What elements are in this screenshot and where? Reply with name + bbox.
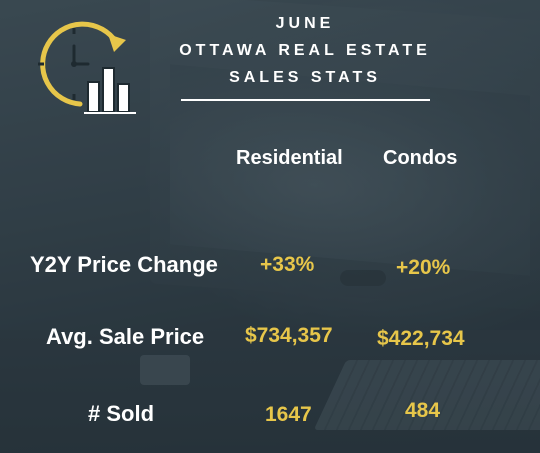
- header-divider: [181, 99, 430, 101]
- row-label-avg-sale-price: Avg. Sale Price: [46, 324, 205, 349]
- header-title: JUNE OTTAWA REAL ESTATE SALES STATS: [170, 10, 440, 91]
- header-city: OTTAWA REAL ESTATE: [179, 42, 431, 59]
- column-header-residential: Residential: [236, 147, 343, 169]
- background-monitor-stand: [140, 355, 190, 385]
- residential-price-change-value: +33%: [260, 253, 315, 276]
- column-header-condos: Condos: [383, 147, 458, 169]
- condos-price-change-value: +20%: [396, 256, 451, 279]
- background-mouse: [340, 270, 386, 286]
- condos-sold-value: 484: [405, 399, 441, 422]
- condos-avg-sale-price-value: $422,734: [377, 327, 465, 350]
- header-subtitle: SALES STATS: [229, 69, 381, 86]
- header-month: JUNE: [275, 15, 335, 32]
- row-label-price-change: Y2Y Price Change: [30, 252, 218, 277]
- residential-avg-sale-price-value: $734,357: [245, 324, 333, 347]
- row-label-sold: # Sold: [88, 401, 155, 426]
- clock-with-bar-chart-icon: [38, 21, 136, 114]
- residential-sold-value: 1647: [265, 403, 312, 426]
